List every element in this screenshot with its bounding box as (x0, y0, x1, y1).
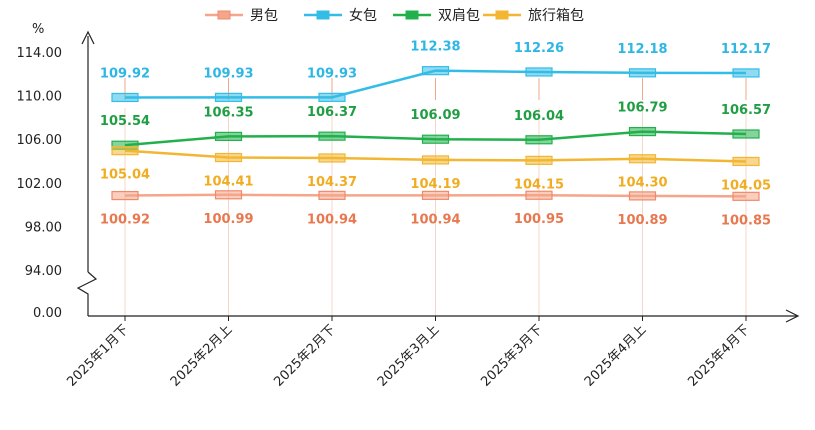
legend-entry-3[interactable]: 旅行箱包 (528, 8, 584, 24)
data-label-2-5: 106.79 (617, 101, 667, 116)
x-tick-label-2: 2025年2月下 (271, 322, 338, 389)
data-point-1-4[interactable] (525, 67, 553, 77)
data-point-2-1[interactable] (214, 131, 243, 141)
data-point-2-4[interactable] (525, 135, 553, 145)
data-label-0-0: 100.92 (100, 213, 150, 228)
data-label-3-5: 104.30 (617, 176, 667, 191)
data-point-0-3[interactable] (421, 190, 450, 200)
data-point-3-4[interactable] (525, 155, 553, 165)
data-label-0-3: 100.94 (410, 212, 460, 227)
y-tick-label-5: 110.00 (17, 90, 63, 105)
x-tick-label-1: 2025年2月上 (168, 322, 235, 389)
data-point-3-3[interactable] (421, 155, 450, 165)
data-point-0-2[interactable] (318, 190, 346, 200)
data-point-2-5[interactable] (628, 126, 657, 137)
series-layer (111, 66, 760, 201)
data-label-3-4: 104.15 (514, 177, 564, 192)
x-tick-label-0: 2025年1月下 (64, 322, 131, 389)
data-point-1-2[interactable] (318, 92, 346, 102)
y-tick-label-0: 0.00 (33, 306, 62, 321)
data-label-2-6: 106.57 (721, 103, 771, 118)
data-point-1-1[interactable] (214, 92, 243, 102)
data-label-3-6: 104.05 (721, 178, 771, 193)
data-point-1-6[interactable] (732, 68, 760, 78)
data-point-3-2[interactable] (318, 153, 346, 163)
x-axis-arrow (785, 309, 800, 323)
data-label-2-3: 106.09 (410, 108, 460, 123)
legend-entry-0[interactable]: 男包 (250, 8, 278, 24)
data-label-1-2: 109.93 (307, 66, 357, 81)
data-label-0-6: 100.85 (721, 213, 771, 228)
legend-marker-0 (217, 10, 231, 20)
y-tick-label-3: 102.00 (17, 177, 63, 192)
data-label-2-4: 106.04 (514, 109, 564, 124)
data-point-1-0[interactable] (111, 92, 139, 103)
data-label-2-2: 106.37 (307, 105, 357, 120)
data-point-2-2[interactable] (318, 131, 346, 141)
data-point-1-3[interactable] (421, 66, 450, 76)
data-label-0-4: 100.95 (514, 212, 564, 227)
y-tick-label-1: 94.00 (25, 264, 62, 279)
y-tick-label-6: 114.00 (17, 46, 63, 61)
data-point-0-0[interactable] (111, 190, 139, 201)
legend-entry-1[interactable]: 女包 (349, 7, 377, 24)
data-label-1-4: 112.26 (514, 41, 564, 56)
data-label-2-0: 105.54 (100, 114, 150, 129)
legend-marker-2 (405, 10, 419, 20)
data-point-1-5[interactable] (628, 68, 657, 78)
data-label-0-5: 100.89 (617, 213, 667, 228)
data-label-0-2: 100.94 (307, 212, 357, 227)
axes: 0.00 94.00 98.00 102.00 106.00 110.00 114.00 20… (17, 30, 800, 390)
data-point-2-3[interactable] (421, 134, 450, 144)
x-tick-label-5: 2025年4月上 (582, 322, 649, 389)
data-label-1-3: 112.38 (410, 40, 460, 55)
data-label-1-6: 112.17 (721, 42, 771, 57)
legend-marker-1 (316, 10, 330, 20)
y-tick-label-2: 98.00 (25, 220, 62, 235)
data-point-2-6[interactable] (732, 129, 760, 139)
legend: 男包 女包 双肩包 旅行箱包 (205, 7, 584, 24)
legend-entry-2[interactable]: 双肩包 (438, 8, 480, 24)
data-point-3-1[interactable] (214, 152, 243, 163)
x-tick-label-4: 2025年3月下 (478, 322, 545, 389)
data-label-3-0: 105.04 (100, 168, 150, 183)
data-label-3-2: 104.37 (307, 175, 357, 190)
data-label-0-1: 100.99 (203, 212, 253, 227)
y-axis-arrow (81, 30, 95, 45)
data-point-3-5[interactable] (628, 154, 657, 164)
data-label-1-0: 109.92 (100, 66, 150, 81)
data-label-1-5: 112.18 (617, 42, 667, 57)
x-tick-label-6: 2025年4月下 (685, 322, 752, 389)
y-unit-label: % (32, 22, 44, 37)
data-labels: 100.92 100.99 100.94 100.94 100.95 100.89 100.… (100, 40, 771, 229)
data-label-2-1: 106.35 (203, 105, 253, 120)
legend-marker-3 (495, 10, 509, 20)
data-point-0-5[interactable] (628, 191, 657, 201)
data-point-0-4[interactable] (525, 190, 553, 200)
y-tick-label-4: 106.00 (17, 133, 63, 148)
x-tick-label-3: 2025年3月上 (375, 322, 442, 389)
data-label-3-3: 104.19 (410, 177, 460, 192)
y-axis-break (76, 271, 98, 316)
data-label-1-1: 109.93 (203, 66, 253, 81)
data-point-0-6[interactable] (732, 191, 760, 201)
data-point-0-1[interactable] (214, 190, 243, 200)
data-label-3-1: 104.41 (203, 175, 253, 190)
data-point-3-0[interactable] (111, 146, 139, 156)
data-point-3-6[interactable] (732, 156, 760, 167)
